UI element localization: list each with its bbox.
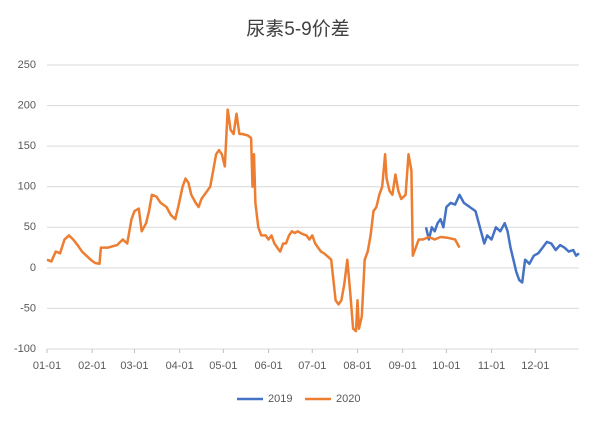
x-tick-label: 01-01	[33, 360, 61, 372]
x-tick-label: 05-01	[209, 360, 237, 372]
series-line	[46, 108, 461, 333]
x-tick-label: 04-01	[166, 360, 194, 372]
x-tick-label: 03-01	[120, 360, 148, 372]
y-tick-label: 150	[18, 140, 36, 152]
y-tick-label: 200	[18, 99, 36, 111]
x-tick-label: 11-01	[478, 360, 505, 372]
y-tick-label: -50	[20, 302, 36, 314]
y-tick-label: -100	[14, 343, 36, 355]
x-tick-label: 07-01	[298, 360, 326, 372]
series-line	[424, 193, 580, 284]
x-tick-label: 12-01	[521, 360, 549, 372]
x-tick-label: 06-01	[254, 360, 282, 372]
y-tick-label: 250	[18, 59, 36, 71]
chart-title: 尿素5-9价差	[246, 18, 349, 40]
y-tick-label: 50	[24, 221, 36, 233]
legend-label: 2020	[336, 393, 360, 405]
x-tick-label: 10-01	[432, 360, 460, 372]
x-tick-label: 09-01	[389, 360, 417, 372]
x-tick-label: 08-01	[343, 360, 371, 372]
y-tick-label: 100	[18, 181, 36, 193]
x-tick-label: 02-01	[78, 360, 106, 372]
legend-label: 2019	[268, 393, 292, 405]
y-tick-label: 0	[30, 262, 36, 274]
